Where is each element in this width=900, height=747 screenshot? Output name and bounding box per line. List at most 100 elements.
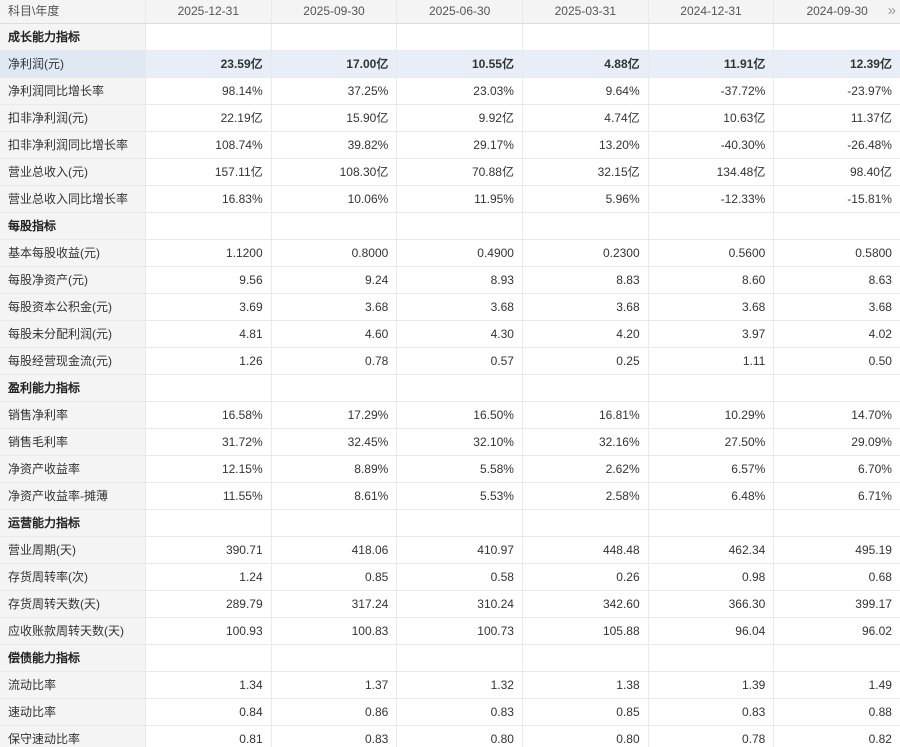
row-label: 营业周期(天): [0, 537, 146, 564]
header-column-date: 2024-12-31: [648, 0, 775, 23]
section-title: 偿债能力指标: [0, 645, 146, 672]
cell-value: 8.83: [522, 267, 649, 294]
cell-value: 0.4900: [397, 240, 523, 267]
table-row[interactable]: 每股经营现金流(元) 1.26 0.78 0.57 0.25 1.11 0.50: [0, 348, 900, 375]
table-row[interactable]: 销售毛利率 31.72% 32.45% 32.10% 32.16% 27.50% 29.09…: [0, 429, 900, 456]
table-row[interactable]: 扣非净利润同比增长率 108.74% 39.82% 29.17% 13.20% -40.3…: [0, 132, 900, 159]
cell-value: 11.95%: [397, 186, 523, 213]
cell-value: 317.24: [271, 591, 398, 618]
row-label: 基本每股收益(元): [0, 240, 146, 267]
cell-value: 0.83: [397, 699, 523, 726]
cell-value: -40.30%: [648, 132, 775, 159]
cell-value: 96.04: [648, 618, 775, 645]
cell-value: 5.58%: [397, 456, 523, 483]
section-header-row: 每股指标: [0, 213, 900, 240]
row-label: 扣非净利润同比增长率: [0, 132, 146, 159]
cell-value: 8.93: [397, 267, 523, 294]
cell-value: 105.88: [522, 618, 649, 645]
table-row[interactable]: 营业周期(天) 390.71 418.06 410.97 448.48 462.34 495…: [0, 537, 900, 564]
cell-value: 0.78: [648, 726, 775, 747]
cell-value: 6.48%: [648, 483, 775, 510]
table-row[interactable]: 营业总收入(元) 157.11亿 108.30亿 70.88亿 32.15亿 134.48…: [0, 159, 900, 186]
table-row[interactable]: 每股资本公积金(元) 3.69 3.68 3.68 3.68 3.68 3.68: [0, 294, 900, 321]
cell-value: 0.5800: [774, 240, 900, 267]
table-row[interactable]: 基本每股收益(元) 1.1200 0.8000 0.4900 0.2300 0.5600 0…: [0, 240, 900, 267]
table-row[interactable]: 应收账款周转天数(天) 100.93 100.83 100.73 105.88 96.04…: [0, 618, 900, 645]
cell-value: 8.60: [648, 267, 775, 294]
cell-value: 0.68: [774, 564, 900, 591]
cell-value: 5.53%: [397, 483, 523, 510]
section-empty-cell: [397, 375, 523, 402]
table-row[interactable]: 每股净资产(元) 9.56 9.24 8.93 8.83 8.60 8.63: [0, 267, 900, 294]
cell-value: 3.69: [146, 294, 272, 321]
header-corner-label: 科目\年度: [0, 0, 146, 23]
cell-value: 6.70%: [774, 456, 900, 483]
section-empty-cell: [271, 510, 398, 537]
section-empty-cell: [397, 510, 523, 537]
row-label: 流动比率: [0, 672, 146, 699]
cell-value: 4.88亿: [522, 51, 649, 78]
cell-value: 0.83: [271, 726, 398, 747]
section-empty-cell: [397, 24, 523, 51]
cell-value: 3.68: [648, 294, 775, 321]
row-label: 销售净利率: [0, 402, 146, 429]
table-row[interactable]: 流动比率 1.34 1.37 1.32 1.38 1.39 1.49: [0, 672, 900, 699]
table-row[interactable]: 净资产收益率 12.15% 8.89% 5.58% 2.62% 6.57% 6.70%: [0, 456, 900, 483]
section-empty-cell: [397, 645, 523, 672]
cell-value: 13.20%: [522, 132, 649, 159]
table-row[interactable]: 存货周转天数(天) 289.79 317.24 310.24 342.60 366.30 3…: [0, 591, 900, 618]
more-columns-icon[interactable]: »: [887, 2, 896, 19]
cell-value: 1.1200: [146, 240, 272, 267]
table-row[interactable]: 保守速动比率 0.81 0.83 0.80 0.80 0.78 0.82: [0, 726, 900, 747]
cell-value: 10.63亿: [648, 105, 775, 132]
table-row[interactable]: 速动比率 0.84 0.86 0.83 0.85 0.83 0.88: [0, 699, 900, 726]
table-row[interactable]: 存货周转率(次) 1.24 0.85 0.58 0.26 0.98 0.68: [0, 564, 900, 591]
cell-value: 9.24: [271, 267, 398, 294]
row-label: 净资产收益率: [0, 456, 146, 483]
cell-value: 1.38: [522, 672, 649, 699]
row-label: 净利润(元): [0, 51, 146, 78]
cell-value: 1.11: [648, 348, 775, 375]
section-empty-cell: [146, 213, 272, 240]
table-row[interactable]: 净利润(元) 23.59亿 17.00亿 10.55亿 4.88亿 11.91亿 12.39…: [0, 51, 900, 78]
row-label: 扣非净利润(元): [0, 105, 146, 132]
table-row[interactable]: 营业总收入同比增长率 16.83% 10.06% 11.95% 5.96% -12.33%…: [0, 186, 900, 213]
header-column-date: 2025-03-31: [522, 0, 649, 23]
table-row[interactable]: 每股未分配利润(元) 4.81 4.60 4.30 4.20 3.97 4.02: [0, 321, 900, 348]
section-empty-cell: [146, 510, 272, 537]
cell-value: 0.2300: [522, 240, 649, 267]
table-row[interactable]: 扣非净利润(元) 22.19亿 15.90亿 9.92亿 4.74亿 10.63亿 11.3…: [0, 105, 900, 132]
cell-value: 29.17%: [397, 132, 523, 159]
cell-value: 0.8000: [271, 240, 398, 267]
cell-value: 0.81: [146, 726, 272, 747]
cell-value: 2.58%: [522, 483, 649, 510]
cell-value: 29.09%: [774, 429, 900, 456]
cell-value: 366.30: [648, 591, 775, 618]
cell-value: 16.83%: [146, 186, 272, 213]
header-column-date: 2025-09-30: [271, 0, 398, 23]
table-row[interactable]: 净资产收益率-摊薄 11.55% 8.61% 5.53% 2.58% 6.48% 6.71%: [0, 483, 900, 510]
header-column-date: 2025-12-31: [146, 0, 272, 23]
section-empty-cell: [522, 375, 649, 402]
row-label: 存货周转天数(天): [0, 591, 146, 618]
cell-value: 11.55%: [146, 483, 272, 510]
cell-value: 23.59亿: [146, 51, 272, 78]
row-label: 营业总收入(元): [0, 159, 146, 186]
section-empty-cell: [774, 645, 900, 672]
cell-value: 8.89%: [271, 456, 398, 483]
cell-value: 310.24: [397, 591, 523, 618]
section-empty-cell: [522, 510, 649, 537]
table-row[interactable]: 净利润同比增长率 98.14% 37.25% 23.03% 9.64% -37.72% -2…: [0, 78, 900, 105]
cell-value: 0.88: [774, 699, 900, 726]
cell-value: 399.17: [774, 591, 900, 618]
table-row[interactable]: 销售净利率 16.58% 17.29% 16.50% 16.81% 10.29% 14.70…: [0, 402, 900, 429]
cell-value: 32.45%: [271, 429, 398, 456]
cell-value: 495.19: [774, 537, 900, 564]
cell-value: 3.97: [648, 321, 775, 348]
cell-value: 9.64%: [522, 78, 649, 105]
cell-value: 0.98: [648, 564, 775, 591]
cell-value: 23.03%: [397, 78, 523, 105]
cell-value: 10.29%: [648, 402, 775, 429]
cell-value: 0.26: [522, 564, 649, 591]
